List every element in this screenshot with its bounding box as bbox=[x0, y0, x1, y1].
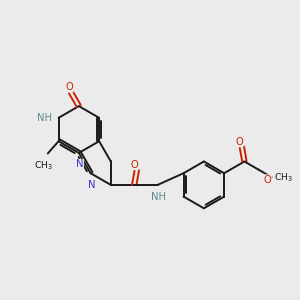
Text: $\rm CH_3$: $\rm CH_3$ bbox=[34, 159, 52, 172]
Text: N: N bbox=[76, 159, 83, 170]
Text: O: O bbox=[264, 175, 272, 185]
Text: O: O bbox=[130, 160, 138, 170]
Text: $\rm CH_3$: $\rm CH_3$ bbox=[274, 172, 294, 184]
Text: O: O bbox=[235, 137, 243, 147]
Text: NH: NH bbox=[37, 113, 52, 123]
Text: N: N bbox=[88, 180, 95, 190]
Text: O: O bbox=[65, 82, 73, 92]
Text: NH: NH bbox=[151, 192, 166, 202]
